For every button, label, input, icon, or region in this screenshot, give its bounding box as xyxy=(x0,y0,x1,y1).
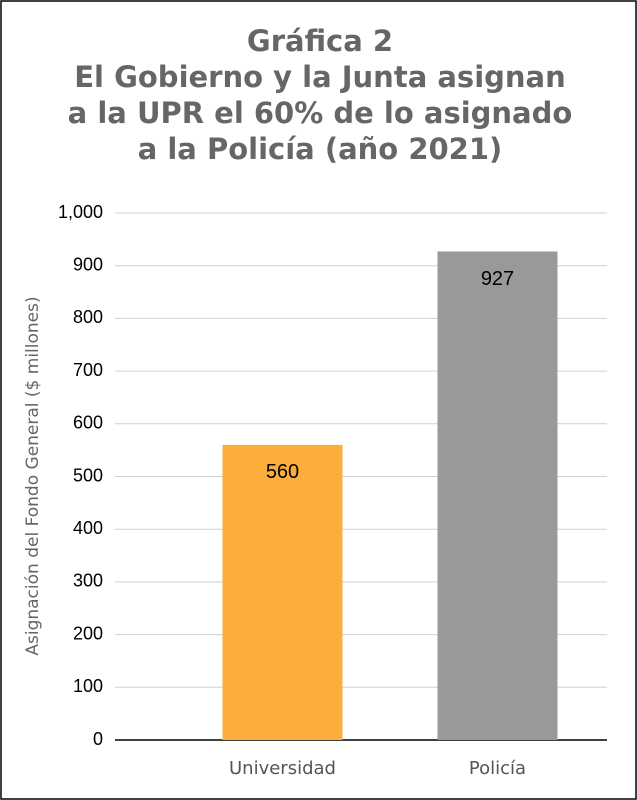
y-tick-label: 0 xyxy=(93,729,103,749)
x-tick-label: Policía xyxy=(469,758,526,779)
y-tick-label: 200 xyxy=(73,623,103,643)
y-axis-label: Asignación del Fondo General ($ millones… xyxy=(23,296,43,655)
y-tick-label: 900 xyxy=(73,254,103,274)
y-tick-label: 500 xyxy=(73,465,103,485)
y-tick-label: 800 xyxy=(73,307,103,327)
y-tick-label: 700 xyxy=(73,360,103,380)
value-label: 560 xyxy=(266,461,299,483)
y-tick-label: 300 xyxy=(73,571,103,591)
chart-title: Gráfica 2 xyxy=(247,24,393,58)
bar xyxy=(437,251,558,740)
chart-title: El Gobierno y la Junta asignan xyxy=(74,60,566,94)
chart-title: a la UPR el 60% de lo asignado xyxy=(68,96,573,130)
x-tick-label: Universidad xyxy=(229,758,336,779)
y-tick-label: 600 xyxy=(73,413,103,433)
y-tick-label: 400 xyxy=(73,518,103,538)
value-label: 927 xyxy=(481,268,514,290)
y-tick-label: 100 xyxy=(73,676,103,696)
y-tick-label: 1,000 xyxy=(58,202,103,222)
chart-title: a la Policía (año 2021) xyxy=(138,132,503,166)
bar xyxy=(222,444,343,740)
